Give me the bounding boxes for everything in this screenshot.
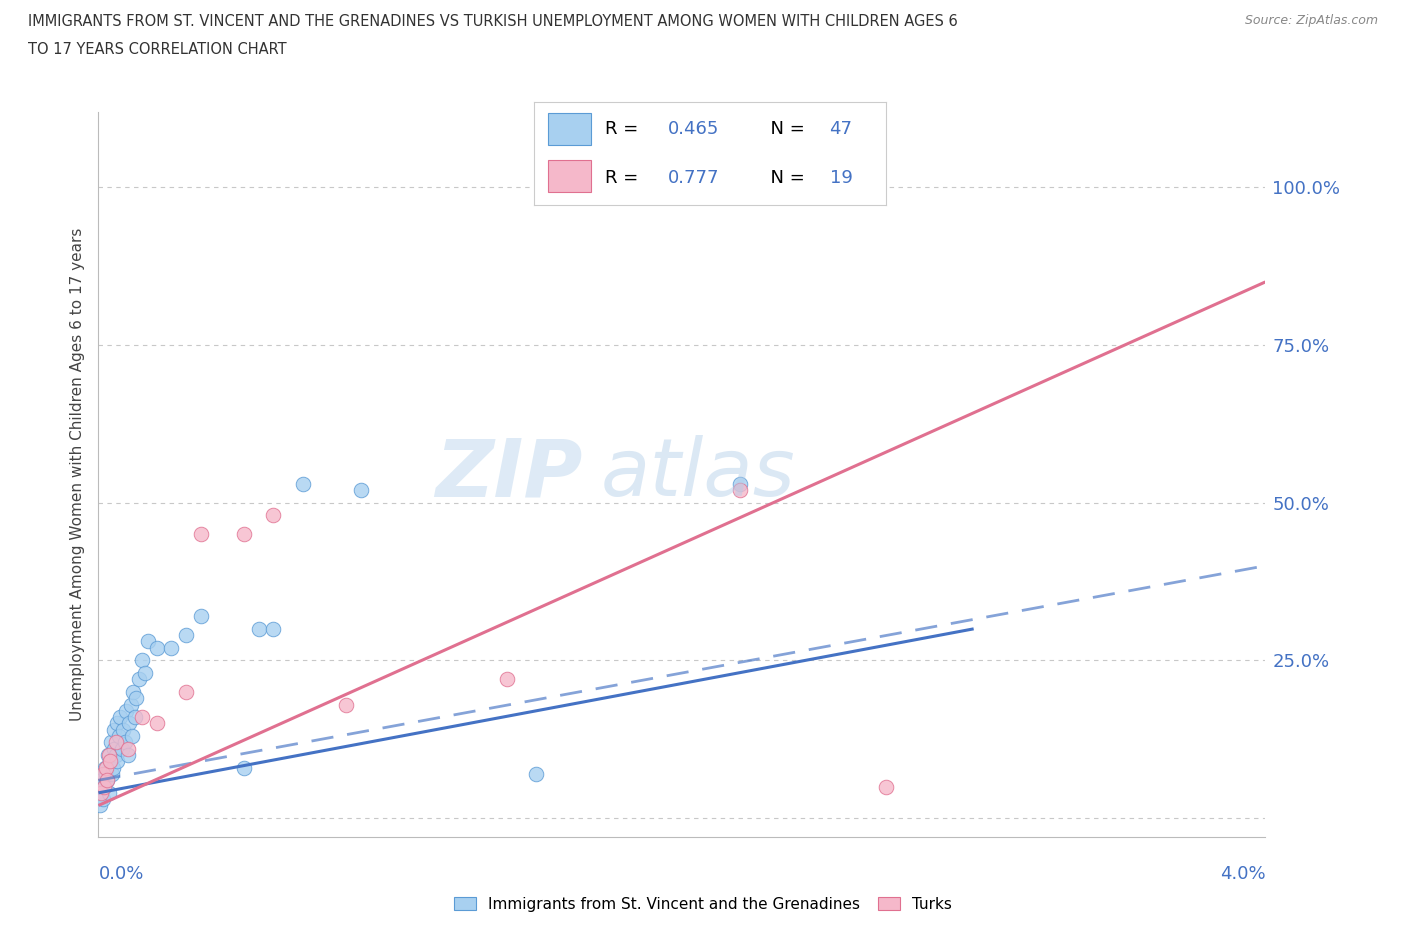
Point [104, 748, 127, 763]
Point [117, 748, 139, 763]
Point [97, 748, 120, 763]
Text: R =: R = [605, 120, 644, 138]
Text: atlas: atlas [600, 435, 794, 513]
Text: ZIP: ZIP [436, 435, 582, 513]
Point [120, 698, 142, 712]
Point [94, 760, 117, 775]
Point [128, 671, 150, 686]
Point [730, 476, 752, 491]
Point [146, 641, 169, 656]
Point [134, 666, 156, 681]
Point [118, 716, 141, 731]
Point [90, 786, 112, 801]
Point [263, 508, 285, 523]
Text: 4.0%: 4.0% [1220, 866, 1265, 884]
Point [136, 634, 159, 649]
Point [291, 476, 314, 491]
Point [121, 728, 143, 743]
Point [146, 716, 169, 731]
Point [125, 691, 148, 706]
Text: IMMIGRANTS FROM ST. VINCENT AND THE GRENADINES VS TURKISH UNEMPLOYMENT AMONG WOM: IMMIGRANTS FROM ST. VINCENT AND THE GREN… [28, 14, 957, 29]
Point [875, 779, 897, 794]
Point [115, 703, 138, 718]
Text: 47: 47 [830, 120, 852, 138]
Text: R =: R = [605, 169, 644, 187]
FancyBboxPatch shape [548, 160, 591, 193]
Point [131, 653, 153, 668]
Point [524, 766, 547, 781]
Point [100, 766, 122, 781]
Point [91, 791, 114, 806]
Point [94, 760, 117, 775]
Point [335, 698, 357, 712]
Point [103, 723, 125, 737]
Point [122, 684, 145, 699]
Point [96, 773, 118, 788]
Point [98, 754, 121, 769]
Point [103, 741, 125, 756]
Point [233, 760, 256, 775]
Point [98, 754, 121, 769]
Point [263, 621, 285, 636]
Point [124, 710, 146, 724]
Point [160, 641, 183, 656]
FancyBboxPatch shape [548, 113, 591, 145]
Point [174, 684, 197, 699]
Point [104, 735, 127, 750]
Point [101, 760, 124, 775]
Point [174, 628, 197, 643]
Point [233, 526, 256, 541]
Point [111, 741, 134, 756]
Point [110, 710, 132, 724]
Text: 0.0%: 0.0% [98, 866, 143, 884]
Point [730, 483, 752, 498]
Point [100, 735, 122, 750]
Text: 0.465: 0.465 [668, 120, 720, 138]
Point [89, 798, 111, 813]
Point [114, 735, 136, 750]
Point [112, 723, 135, 737]
Point [350, 483, 373, 498]
Legend: Immigrants from St. Vincent and the Grenadines, Turks: Immigrants from St. Vincent and the Gren… [449, 891, 957, 918]
Point [96, 773, 118, 788]
Point [90, 773, 112, 788]
Point [93, 779, 115, 794]
Point [93, 779, 115, 794]
Text: 0.777: 0.777 [668, 169, 720, 187]
Point [117, 741, 139, 756]
Text: N =: N = [759, 120, 811, 138]
Point [190, 609, 212, 624]
Text: N =: N = [759, 169, 811, 187]
Point [105, 754, 128, 769]
Point [496, 671, 519, 686]
Point [190, 526, 212, 541]
Point [247, 621, 270, 636]
Text: Source: ZipAtlas.com: Source: ZipAtlas.com [1244, 14, 1378, 27]
Point [91, 766, 114, 781]
Point [97, 748, 120, 763]
Point [105, 716, 128, 731]
Text: TO 17 YEARS CORRELATION CHART: TO 17 YEARS CORRELATION CHART [28, 42, 287, 57]
Point [108, 728, 131, 743]
Point [94, 766, 117, 781]
Point [97, 786, 120, 801]
Text: 19: 19 [830, 169, 852, 187]
Point [131, 710, 153, 724]
Y-axis label: Unemployment Among Women with Children Ages 6 to 17 years: Unemployment Among Women with Children A… [70, 228, 86, 721]
Point [90, 786, 112, 801]
Point [817, 179, 839, 194]
